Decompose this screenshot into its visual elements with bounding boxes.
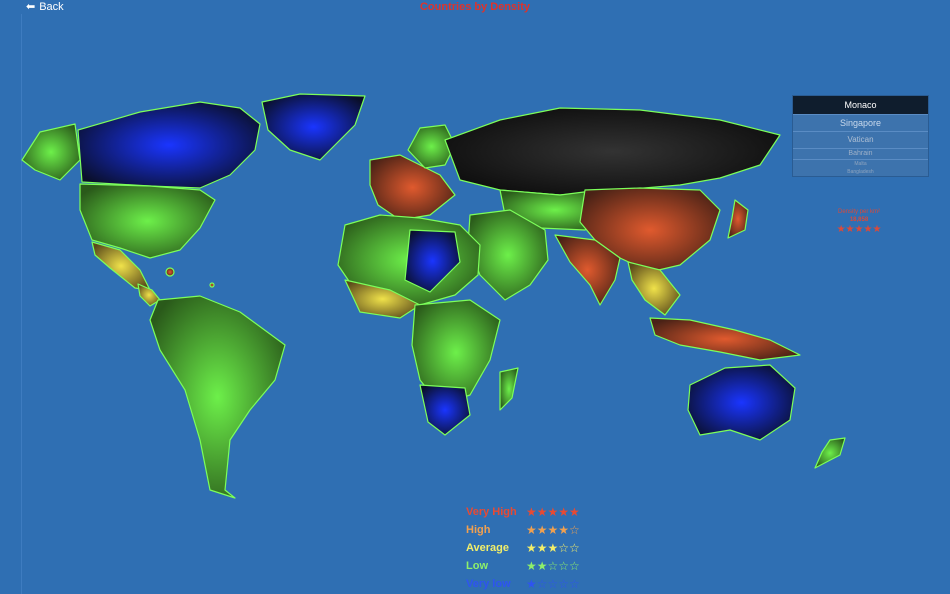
legend-row-low: Low ★★☆☆☆ [466,557,580,575]
legend-stars: ★★★★★ [526,505,580,519]
picker-item[interactable]: Vatican [847,135,874,144]
region-new-zealand [814,437,846,469]
region-central-america [137,283,161,307]
back-arrow-icon: ⬅ [26,1,36,13]
page-title: Countries by Density [419,1,531,13]
region-southeast-asia [627,261,681,316]
legend-row-very-low: Very low ★☆☆☆☆ [466,575,580,593]
left-divider [21,14,22,594]
region-south-america [149,295,286,499]
legend-stars: ★★★★☆ [526,523,580,537]
region-india [554,234,621,306]
legend-stars: ★★☆☆☆ [526,559,580,573]
region-japan [727,199,749,239]
picker-item[interactable]: Bahrain [848,150,873,157]
legend-label: Average [466,542,510,554]
picker-divider [793,159,928,160]
legend-label: Very low [466,578,511,590]
density-label: Density per km² [837,209,880,215]
density-stars: ★★★★★ [836,224,882,235]
picker-item[interactable]: Bangladesh [847,169,874,175]
region-madagascar [499,367,519,411]
back-label: Back [39,1,64,13]
legend-row-very-high: Very High ★★★★★ [466,503,580,521]
country-picker[interactable]: Monaco Singapore Vatican Bahrain Malta B… [792,95,929,177]
region-canada [77,101,261,189]
legend-stars: ★★★☆☆ [526,541,580,555]
region-usa [79,183,216,259]
legend: Very High ★★★★★ High ★★★★☆ Average ★★★☆☆… [466,503,580,593]
legend-stars: ★☆☆☆☆ [526,577,580,591]
region-china [579,187,721,273]
region-algeria-libya [404,229,461,293]
region-caribbean [165,267,175,277]
back-button[interactable]: ⬅ Back [26,0,64,14]
picker-divider [793,148,928,149]
picker-item[interactable]: Malta [854,161,867,167]
density-value: 18,858 [849,217,869,223]
region-small-island [209,282,215,288]
region-africa-central [411,299,501,406]
legend-label: Low [466,560,488,572]
region-indonesia [649,317,801,361]
legend-row-average: Average ★★★☆☆ [466,539,580,557]
legend-row-high: High ★★★★☆ [466,521,580,539]
region-australia [687,364,796,441]
picker-item[interactable]: Singapore [839,118,882,128]
region-europe-west [369,154,456,221]
legend-label: High [466,524,491,536]
selection-info: Density per km² 18,858 ★★★★★ [826,208,892,236]
picker-item-selected[interactable]: Monaco [793,96,928,114]
picker-divider [793,131,928,132]
region-southern-africa [419,384,471,436]
region-russia [444,107,781,196]
region-alaska [21,123,81,181]
legend-label: Very High [466,506,517,518]
region-west-africa [344,279,421,319]
region-greenland [261,93,366,161]
picker-divider [793,114,928,115]
